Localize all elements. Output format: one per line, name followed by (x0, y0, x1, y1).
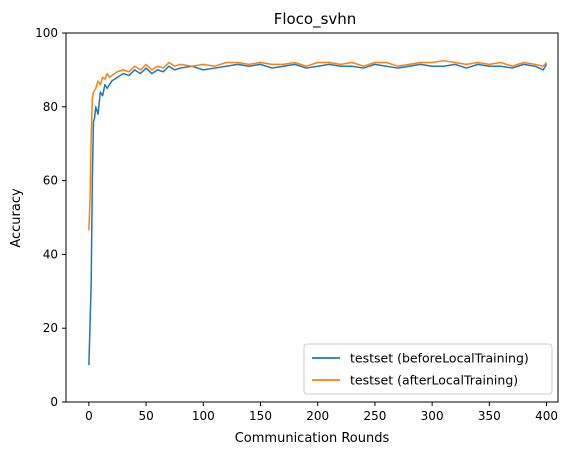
series-line-1 (88, 59, 548, 231)
y-axis: 0 20 40 60 80 100 (35, 26, 66, 409)
series-line-0 (88, 63, 548, 366)
chart-title: Floco_svhn (274, 10, 357, 29)
y-tick-label-1: 20 (43, 321, 58, 335)
y-tick-label-0: 0 (50, 395, 58, 409)
x-tick-label-3: 150 (249, 409, 272, 423)
x-tick-label-0: 0 (85, 409, 93, 423)
series-layer (88, 59, 548, 366)
x-axis-label: Communication Rounds (235, 431, 390, 446)
y-tick-label-2: 40 (43, 247, 58, 261)
y-tick-label-3: 60 (43, 174, 58, 188)
x-tick-label-2: 100 (192, 409, 215, 423)
y-tick-label-5: 100 (35, 26, 58, 40)
x-tick-label-7: 350 (478, 409, 501, 423)
x-tick-label-4: 200 (306, 409, 329, 423)
legend-box (303, 343, 553, 395)
x-tick-label-1: 50 (138, 409, 153, 423)
y-tick-label-4: 80 (43, 100, 58, 114)
legend: testset (beforeLocalTraining) testset (af… (303, 343, 553, 395)
legend-label-0: testset (beforeLocalTraining) (350, 351, 529, 366)
x-axis: 0 50 100 150 200 250 300 350 400 (85, 402, 558, 423)
x-tick-label-6: 300 (421, 409, 444, 423)
x-tick-label-5: 250 (363, 409, 386, 423)
plot-frame (65, 32, 559, 403)
legend-label-1: testset (afterLocalTraining) (350, 373, 518, 388)
x-tick-label-8: 400 (535, 409, 558, 423)
y-axis-label: Accuracy (9, 188, 24, 248)
